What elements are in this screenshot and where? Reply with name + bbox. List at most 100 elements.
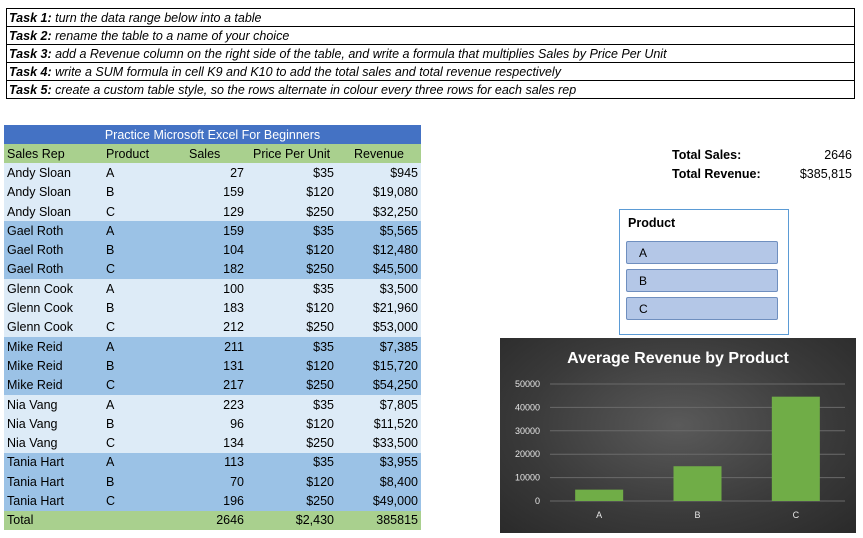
price-cell[interactable]: $120 bbox=[250, 240, 337, 260]
bar-c[interactable] bbox=[771, 396, 820, 501]
sales-cell[interactable]: 159 bbox=[186, 221, 250, 241]
sales-rep-cell[interactable]: Glenn Cook bbox=[4, 279, 103, 299]
sales-rep-cell[interactable]: Gael Roth bbox=[4, 240, 103, 260]
product-cell[interactable]: C bbox=[103, 201, 186, 222]
sales-cell[interactable]: 100 bbox=[186, 279, 250, 299]
sales-rep-cell[interactable]: Nia Vang bbox=[4, 433, 103, 453]
total-revenue-label[interactable]: Total Revenue: bbox=[672, 166, 761, 181]
total-revenue[interactable]: 385815 bbox=[337, 510, 421, 530]
price-cell[interactable]: $250 bbox=[250, 491, 337, 511]
product-cell[interactable]: B bbox=[103, 414, 186, 434]
sales-cell[interactable]: 159 bbox=[186, 182, 250, 202]
slicer-item-b[interactable]: B bbox=[626, 269, 778, 292]
revenue-cell[interactable]: $45,500 bbox=[337, 259, 421, 280]
sales-cell[interactable]: 217 bbox=[186, 375, 250, 395]
price-cell[interactable]: $120 bbox=[250, 472, 337, 492]
sales-cell[interactable]: 183 bbox=[186, 298, 250, 318]
task-cell[interactable]: Task 5: create a custom table style, so … bbox=[6, 80, 855, 99]
product-cell[interactable]: A bbox=[103, 279, 186, 299]
revenue-cell[interactable]: $32,250 bbox=[337, 201, 421, 222]
task-cell[interactable]: Task 3: add a Revenue column on the righ… bbox=[6, 44, 855, 63]
header-sales-rep[interactable]: Sales Rep bbox=[4, 144, 103, 164]
slicer-item-a[interactable]: A bbox=[626, 241, 778, 264]
sales-cell[interactable]: 211 bbox=[186, 336, 250, 357]
product-cell[interactable]: B bbox=[103, 182, 186, 202]
sales-rep-cell[interactable]: Glenn Cook bbox=[4, 298, 103, 318]
price-cell[interactable]: $120 bbox=[250, 356, 337, 376]
sales-cell[interactable]: 134 bbox=[186, 433, 250, 453]
product-cell[interactable]: A bbox=[103, 336, 186, 357]
sales-rep-cell[interactable]: Gael Roth bbox=[4, 259, 103, 280]
revenue-cell[interactable]: $8,400 bbox=[337, 472, 421, 492]
total-sales-label[interactable]: Total Sales: bbox=[672, 147, 742, 162]
product-cell[interactable]: A bbox=[103, 221, 186, 241]
slicer-item-c[interactable]: C bbox=[626, 297, 778, 320]
price-cell[interactable]: $250 bbox=[250, 317, 337, 337]
price-cell[interactable]: $250 bbox=[250, 433, 337, 453]
price-cell[interactable]: $250 bbox=[250, 201, 337, 222]
product-cell[interactable]: B bbox=[103, 472, 186, 492]
price-cell[interactable]: $250 bbox=[250, 375, 337, 395]
price-cell[interactable]: $35 bbox=[250, 452, 337, 473]
price-cell[interactable]: $120 bbox=[250, 298, 337, 318]
sales-cell[interactable]: 96 bbox=[186, 414, 250, 434]
sales-rep-cell[interactable]: Glenn Cook bbox=[4, 317, 103, 337]
sales-cell[interactable]: 212 bbox=[186, 317, 250, 337]
sales-rep-cell[interactable]: Gael Roth bbox=[4, 221, 103, 241]
average-revenue-chart[interactable]: Average Revenue by Product 0 10000 20000 30… bbox=[500, 338, 856, 533]
revenue-cell[interactable]: $3,500 bbox=[337, 279, 421, 299]
product-cell[interactable]: C bbox=[103, 317, 186, 337]
table-title[interactable]: Practice Microsoft Excel For Beginners bbox=[4, 125, 421, 144]
sales-cell[interactable]: 196 bbox=[186, 491, 250, 511]
sales-rep-cell[interactable]: Andy Sloan bbox=[4, 182, 103, 202]
price-cell[interactable]: $35 bbox=[250, 163, 337, 183]
price-cell[interactable]: $35 bbox=[250, 221, 337, 241]
bar-b[interactable] bbox=[673, 466, 722, 501]
total-label[interactable]: Total bbox=[4, 510, 103, 530]
price-cell[interactable]: $35 bbox=[250, 394, 337, 415]
product-cell[interactable]: A bbox=[103, 452, 186, 473]
product-cell[interactable]: C bbox=[103, 375, 186, 395]
sales-cell[interactable]: 113 bbox=[186, 452, 250, 473]
revenue-cell[interactable]: $3,955 bbox=[337, 452, 421, 473]
bar-a[interactable] bbox=[575, 489, 624, 501]
sales-cell[interactable]: 129 bbox=[186, 201, 250, 222]
task-cell[interactable]: Task 1: turn the data range below into a… bbox=[6, 8, 855, 27]
sales-cell[interactable]: 27 bbox=[186, 163, 250, 183]
product-cell[interactable]: C bbox=[103, 259, 186, 280]
product-slicer[interactable]: Product A B C bbox=[619, 209, 789, 335]
task-cell[interactable]: Task 4: write a SUM formula in cell K9 a… bbox=[6, 62, 855, 81]
header-product[interactable]: Product bbox=[103, 144, 186, 164]
sales-cell[interactable]: 182 bbox=[186, 259, 250, 280]
sales-cell[interactable]: 223 bbox=[186, 394, 250, 415]
price-cell[interactable]: $250 bbox=[250, 259, 337, 280]
sales-rep-cell[interactable]: Tania Hart bbox=[4, 452, 103, 473]
product-cell[interactable]: B bbox=[103, 240, 186, 260]
product-cell[interactable]: B bbox=[103, 298, 186, 318]
price-cell[interactable]: $120 bbox=[250, 414, 337, 434]
revenue-cell[interactable]: $945 bbox=[337, 163, 421, 183]
revenue-cell[interactable]: $21,960 bbox=[337, 298, 421, 318]
revenue-cell[interactable]: $54,250 bbox=[337, 375, 421, 395]
revenue-cell[interactable]: $12,480 bbox=[337, 240, 421, 260]
header-price-per-unit[interactable]: Price Per Unit bbox=[250, 144, 337, 164]
sales-rep-cell[interactable]: Mike Reid bbox=[4, 356, 103, 376]
sales-rep-cell[interactable]: Mike Reid bbox=[4, 375, 103, 395]
price-cell[interactable]: $35 bbox=[250, 279, 337, 299]
header-sales[interactable]: Sales bbox=[186, 144, 250, 164]
revenue-cell[interactable]: $15,720 bbox=[337, 356, 421, 376]
revenue-cell[interactable]: $19,080 bbox=[337, 182, 421, 202]
sales-cell[interactable]: 104 bbox=[186, 240, 250, 260]
revenue-cell[interactable]: $53,000 bbox=[337, 317, 421, 337]
revenue-cell[interactable]: $11,520 bbox=[337, 414, 421, 434]
revenue-cell[interactable]: $33,500 bbox=[337, 433, 421, 453]
sales-rep-cell[interactable]: Mike Reid bbox=[4, 336, 103, 357]
revenue-cell[interactable]: $7,805 bbox=[337, 394, 421, 415]
revenue-cell[interactable]: $5,565 bbox=[337, 221, 421, 241]
product-cell[interactable]: A bbox=[103, 394, 186, 415]
revenue-cell[interactable]: $49,000 bbox=[337, 491, 421, 511]
product-cell[interactable]: B bbox=[103, 356, 186, 376]
product-cell[interactable]: A bbox=[103, 163, 186, 183]
sales-rep-cell[interactable]: Nia Vang bbox=[4, 414, 103, 434]
product-cell[interactable]: C bbox=[103, 433, 186, 453]
